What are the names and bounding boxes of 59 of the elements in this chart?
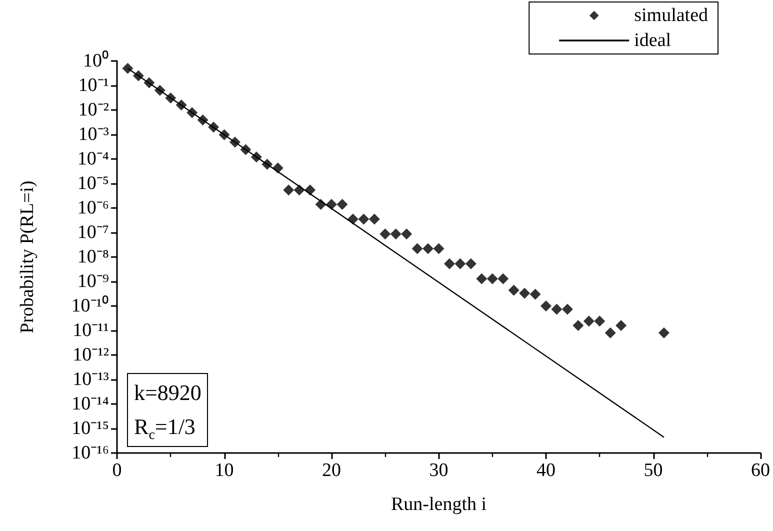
x-tick-label: 0 [112,460,122,481]
x-tick-label: 30 [429,460,448,481]
point [498,273,509,284]
y-tick-label: 10⁻¹³ [72,369,110,390]
y-tick-label: 10⁻⁵ [77,173,109,194]
legend-label: simulated [634,5,708,26]
point [551,304,562,315]
y-tick-label: 10⁻¹² [72,344,110,366]
y-tick-label: 10⁰ [83,50,109,72]
point [562,304,573,315]
y-tick-label: 10⁻² [78,100,110,120]
point [604,327,616,338]
y-tick-label: 10⁻³ [78,124,110,145]
point [122,62,134,74]
y-tick-label: 10⁻¹⁶ [72,442,109,464]
point [476,273,488,284]
point [401,228,412,240]
point [433,243,444,254]
y-tick-label: 10⁻⁹ [77,271,110,292]
y-tick-label: 10⁻⁴ [77,148,110,170]
point [283,184,294,196]
y-tick-label: 10⁻⁷ [77,222,109,243]
point [530,288,541,300]
x-tick-label: 50 [644,460,663,481]
point [380,228,391,240]
point [508,284,520,296]
point [358,214,370,225]
x-tick-label: 20 [322,460,341,481]
x-tick-label: 60 [751,460,770,481]
point [454,258,466,270]
y-axis-title: Probability P(RL=i) [17,180,38,334]
point [486,273,498,284]
point [368,214,380,225]
point [658,327,670,338]
point [465,258,476,270]
y-tick-label: 10⁻⁶ [77,198,109,218]
point [594,316,606,327]
point [583,316,594,327]
point [616,320,627,331]
y-tick-label: 10⁻¹¹ [72,320,110,341]
x-axis-title: Run-length i [390,494,487,515]
x-tick-label: 10 [214,460,234,481]
y-tick-label: 10⁻¹⁴ [72,394,110,414]
point [422,243,434,254]
annotation: R$_{c}$=1/3 [134,413,196,444]
y-tick-label: 10⁻¹ [78,75,110,96]
point [412,243,423,254]
point [572,320,584,331]
point [519,288,530,299]
x-tick-label: 40 [536,460,556,481]
y-tick-label: 10⁻⁸ [77,246,109,268]
y-tick-label: 10⁻¹⁵ [72,418,109,439]
point [336,198,348,210]
y-tick-label: 10⁻¹⁰ [71,294,109,316]
annotation: k=8920 [134,379,202,407]
point [540,300,552,312]
point [390,228,402,240]
point [444,258,455,270]
legend-label: ideal [634,30,672,51]
